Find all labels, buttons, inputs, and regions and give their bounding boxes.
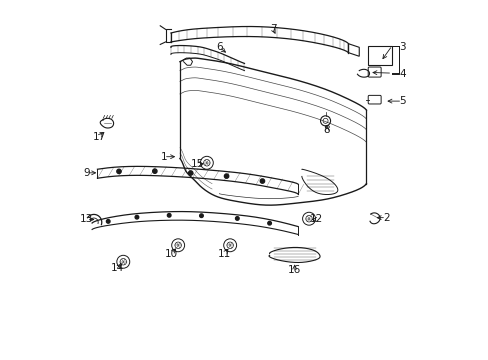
Text: 9: 9 — [83, 168, 90, 178]
Text: 3: 3 — [398, 42, 405, 52]
Text: 13: 13 — [80, 215, 93, 224]
Circle shape — [199, 214, 203, 217]
Text: 14: 14 — [110, 263, 123, 273]
Circle shape — [188, 171, 192, 175]
Circle shape — [106, 220, 110, 223]
Text: 7: 7 — [269, 24, 276, 35]
Circle shape — [260, 179, 264, 183]
Circle shape — [267, 221, 271, 225]
Circle shape — [235, 217, 239, 220]
Text: 15: 15 — [191, 159, 204, 169]
Text: 4: 4 — [398, 69, 405, 79]
Text: 2: 2 — [382, 213, 388, 222]
Text: 10: 10 — [164, 248, 177, 258]
Circle shape — [152, 169, 157, 173]
Text: 17: 17 — [92, 132, 106, 142]
Text: 5: 5 — [398, 96, 405, 106]
Text: 12: 12 — [309, 215, 322, 224]
Text: 6: 6 — [216, 42, 222, 52]
Circle shape — [224, 174, 228, 178]
Bar — [367, 45, 391, 65]
Text: 11: 11 — [218, 248, 231, 258]
Circle shape — [117, 169, 121, 174]
Circle shape — [167, 213, 171, 217]
Text: 16: 16 — [287, 265, 301, 275]
Text: 8: 8 — [323, 125, 329, 135]
Circle shape — [135, 215, 139, 219]
Text: 1: 1 — [160, 152, 167, 162]
